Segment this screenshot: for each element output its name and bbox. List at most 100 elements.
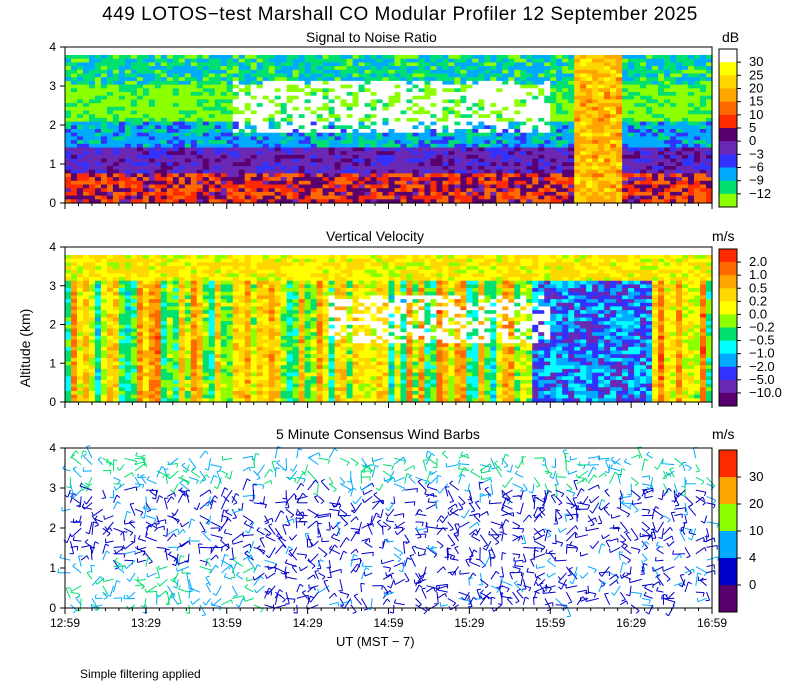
snr-cell: [628, 80, 635, 86]
snr-cell: [442, 158, 450, 163]
snr-cell: [88, 55, 96, 60]
snr-cell: [184, 132, 192, 137]
snr-cell: [550, 169, 557, 174]
snr-cell: [274, 177, 282, 182]
snr-cell: [694, 154, 701, 160]
snr-cell: [676, 195, 683, 200]
snr-cell: [694, 73, 701, 78]
snr-cell: [658, 191, 665, 197]
snr-cell: [160, 166, 168, 171]
snr-cell: [292, 66, 300, 71]
snr-cell: [268, 88, 276, 93]
snr-cell: [508, 136, 515, 141]
snr-cell: [628, 177, 635, 182]
vv-cell: [124, 372, 132, 377]
snr-cell: [388, 125, 396, 130]
snr-cell: [178, 169, 186, 174]
snr-cell: [358, 158, 366, 163]
snr-cell: [274, 136, 282, 141]
snr-cell: [118, 88, 126, 93]
snr-cell: [148, 73, 156, 78]
snr-cell: [628, 154, 635, 160]
snr-cell: [112, 143, 120, 149]
snr-cell: [682, 147, 689, 152]
snr-cell: [490, 66, 497, 71]
snr-cell: [412, 151, 420, 156]
snr-cell: [196, 103, 204, 108]
snr-cell: [352, 154, 360, 160]
snr-cell: [142, 169, 150, 174]
snr-cell: [700, 121, 707, 126]
snr-cell: [220, 154, 228, 160]
snr-cell: [268, 195, 276, 200]
snr-cell: [208, 173, 216, 178]
snr-cell: [70, 154, 78, 160]
snr-cell: [568, 92, 575, 97]
snr-cell: [142, 106, 150, 112]
snr-cell: [670, 77, 677, 82]
snr-cell: [65, 84, 72, 89]
snr-cell: [406, 132, 414, 137]
snr-cell: [388, 169, 396, 174]
snr-cell: [652, 140, 659, 145]
snr-cell: [676, 114, 683, 119]
snr-cell: [388, 114, 396, 119]
snr-cell: [100, 195, 108, 200]
vv-cell: [160, 346, 168, 352]
snr-cell: [304, 136, 312, 141]
snr-cell: [370, 114, 378, 119]
snr-cell: [340, 110, 348, 115]
snr-cell: [682, 84, 689, 89]
snr-cell: [556, 106, 563, 112]
snr-cell: [316, 73, 324, 78]
snr-cell: [700, 199, 707, 204]
snr-cell: [664, 88, 671, 93]
snr-cell: [106, 80, 114, 86]
snr-cell: [238, 151, 246, 156]
snr-cell: [262, 177, 270, 182]
snr-cell: [562, 103, 569, 108]
snr-cell: [154, 173, 162, 178]
snr-cell: [316, 173, 324, 178]
snr-cell: [466, 173, 473, 178]
snr-cell: [166, 88, 174, 93]
snr-cell: [322, 84, 330, 89]
snr-cell: [538, 158, 545, 163]
snr-cell: [190, 62, 198, 67]
snr-cell: [466, 199, 473, 204]
snr-cell: [580, 136, 587, 141]
snr-cell: [544, 92, 551, 97]
snr-cell: [490, 62, 497, 67]
snr-cell: [244, 154, 252, 160]
snr-cell: [238, 77, 246, 82]
snr-cell: [190, 147, 198, 152]
snr-cell: [586, 114, 593, 119]
vv-cell: [118, 266, 126, 271]
snr-cell: [676, 125, 683, 130]
snr-cell: [448, 77, 455, 82]
snr-cell: [256, 199, 264, 204]
snr-cell: [94, 73, 102, 78]
snr-cell: [286, 166, 294, 171]
snr-cell: [328, 188, 336, 193]
snr-cell: [274, 151, 282, 156]
snr-cell: [346, 99, 354, 104]
snr-cell: [112, 195, 120, 200]
snr-cell: [250, 143, 258, 149]
snr-cell: [496, 80, 503, 86]
vv-cell: [142, 255, 150, 260]
snr-cell: [238, 154, 246, 160]
snr-cell: [568, 80, 575, 86]
snr-cell: [256, 121, 264, 126]
snr-cell: [688, 106, 695, 112]
snr-cell: [322, 140, 330, 145]
snr-cell: [124, 154, 132, 160]
snr-cell: [292, 169, 300, 174]
snr-cell: [322, 129, 330, 134]
snr-cell: [706, 92, 713, 97]
snr-cell: [70, 103, 78, 108]
vv-cell: [118, 269, 126, 274]
vv-cell: [118, 317, 126, 322]
vv-cell: [106, 299, 114, 304]
snr-cell: [358, 88, 366, 93]
